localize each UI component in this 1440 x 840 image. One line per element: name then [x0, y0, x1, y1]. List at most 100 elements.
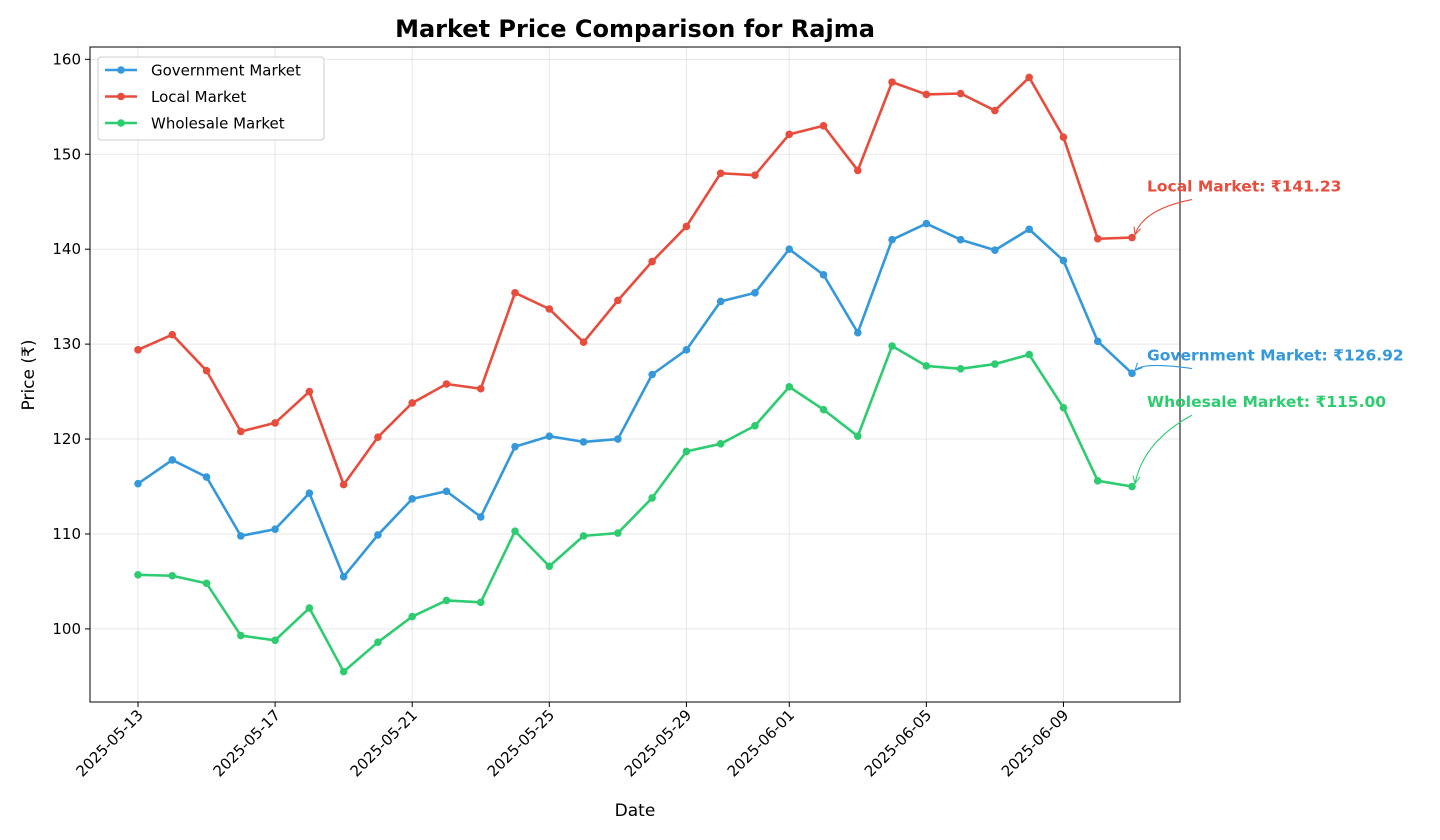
grid-layer — [90, 47, 1180, 702]
data-point — [545, 562, 554, 571]
data-point — [579, 438, 588, 446]
legend-label: Local Market — [151, 88, 246, 106]
data-point — [785, 245, 794, 253]
data-point — [511, 289, 519, 297]
data-point — [819, 271, 828, 279]
y-tick-label: 100 — [52, 620, 81, 638]
data-point — [1059, 403, 1068, 412]
y-axis-label: Price (₹) — [19, 340, 39, 411]
annotation-layer: Local Market: ₹141.23 Government Market: … — [1132, 178, 1404, 485]
y-tick-label: 120 — [52, 430, 81, 448]
data-point — [305, 387, 314, 396]
series-line — [136, 76, 1134, 486]
data-point — [716, 169, 725, 178]
y-tick-label: 160 — [52, 50, 81, 68]
data-point — [956, 89, 965, 98]
data-point — [305, 489, 314, 497]
data-point — [134, 570, 142, 579]
x-tick-label: 2025-06-01 — [724, 706, 798, 780]
legend-label: Government Market — [151, 62, 301, 80]
data-point — [237, 427, 245, 436]
data-point — [853, 166, 862, 175]
data-point — [785, 130, 794, 139]
data-point — [408, 612, 417, 621]
data-point — [991, 106, 999, 115]
data-point — [888, 78, 896, 86]
series-line — [136, 344, 1134, 673]
data-point — [511, 442, 519, 451]
data-point — [1093, 477, 1102, 485]
data-point — [922, 362, 931, 370]
data-point — [579, 532, 588, 540]
data-point — [271, 636, 279, 645]
y-tick-label: 150 — [52, 145, 81, 163]
data-point — [374, 638, 382, 646]
data-point — [1128, 369, 1136, 378]
data-point — [579, 338, 588, 347]
annotation-label: Local Market: ₹141.23 — [1147, 178, 1341, 196]
annotation: Local Market: ₹141.23 — [1133, 178, 1341, 236]
data-point — [134, 479, 142, 488]
data-point — [648, 370, 656, 379]
annotation-label: Government Market: ₹126.92 — [1147, 347, 1404, 365]
annotation-arrow — [1134, 199, 1193, 235]
data-point — [1093, 234, 1102, 243]
data-point — [1128, 233, 1136, 242]
data-point — [511, 527, 519, 535]
data-point — [271, 525, 279, 534]
data-point — [168, 330, 177, 339]
data-point — [888, 342, 896, 350]
data-point — [716, 439, 725, 448]
data-point — [339, 480, 348, 489]
legend: Government Market Local Market Wholesale M… — [97, 56, 325, 141]
data-point — [202, 473, 211, 481]
data-point — [476, 598, 485, 607]
data-point — [1025, 225, 1033, 234]
data-point — [648, 257, 656, 266]
data-point — [1059, 256, 1068, 265]
series-wholesale-market — [134, 342, 1136, 676]
data-point — [751, 289, 759, 297]
data-point — [237, 631, 245, 640]
data-point — [305, 604, 314, 612]
data-point — [888, 235, 896, 244]
chart-title: Market Price Comparison for Rajma — [395, 15, 875, 43]
data-point — [408, 399, 417, 407]
legend-marker — [117, 92, 125, 101]
data-point — [374, 531, 382, 539]
data-point — [682, 222, 691, 231]
data-point — [237, 532, 245, 540]
data-point — [202, 366, 211, 375]
data-point — [1128, 482, 1136, 491]
data-point — [751, 421, 759, 430]
data-point — [1059, 133, 1068, 141]
data-point — [408, 495, 417, 503]
x-tick-label: 2025-05-13 — [72, 706, 146, 780]
y-tick-label: 130 — [52, 335, 81, 353]
legend-box — [97, 56, 325, 141]
data-point — [476, 513, 485, 521]
series-local-market — [134, 73, 1136, 489]
legend-item: Government Market — [105, 62, 301, 80]
annotation-arrow — [1134, 364, 1193, 371]
tick-layer: 100 110 120 130 140 150 160 2025-05-13 2025-05-1… — [52, 50, 1072, 780]
annotation-label: Wholesale Market: ₹115.00 — [1147, 393, 1386, 411]
data-point — [991, 360, 999, 368]
legend-label: Wholesale Market — [151, 115, 285, 133]
data-point — [1025, 73, 1033, 82]
data-point — [922, 90, 931, 99]
data-point — [991, 246, 999, 254]
annotation-arrowhead — [1132, 475, 1141, 485]
x-tick-label: 2025-05-25 — [484, 706, 558, 780]
data-point — [716, 297, 725, 306]
x-axis-label: Date — [615, 801, 656, 821]
legend-marker — [117, 66, 125, 74]
plot-frame — [89, 46, 1181, 703]
data-point — [682, 447, 691, 456]
data-point — [442, 596, 451, 605]
annotation-arrowhead — [1133, 226, 1141, 236]
data-point — [648, 494, 656, 502]
data-point — [545, 305, 554, 313]
